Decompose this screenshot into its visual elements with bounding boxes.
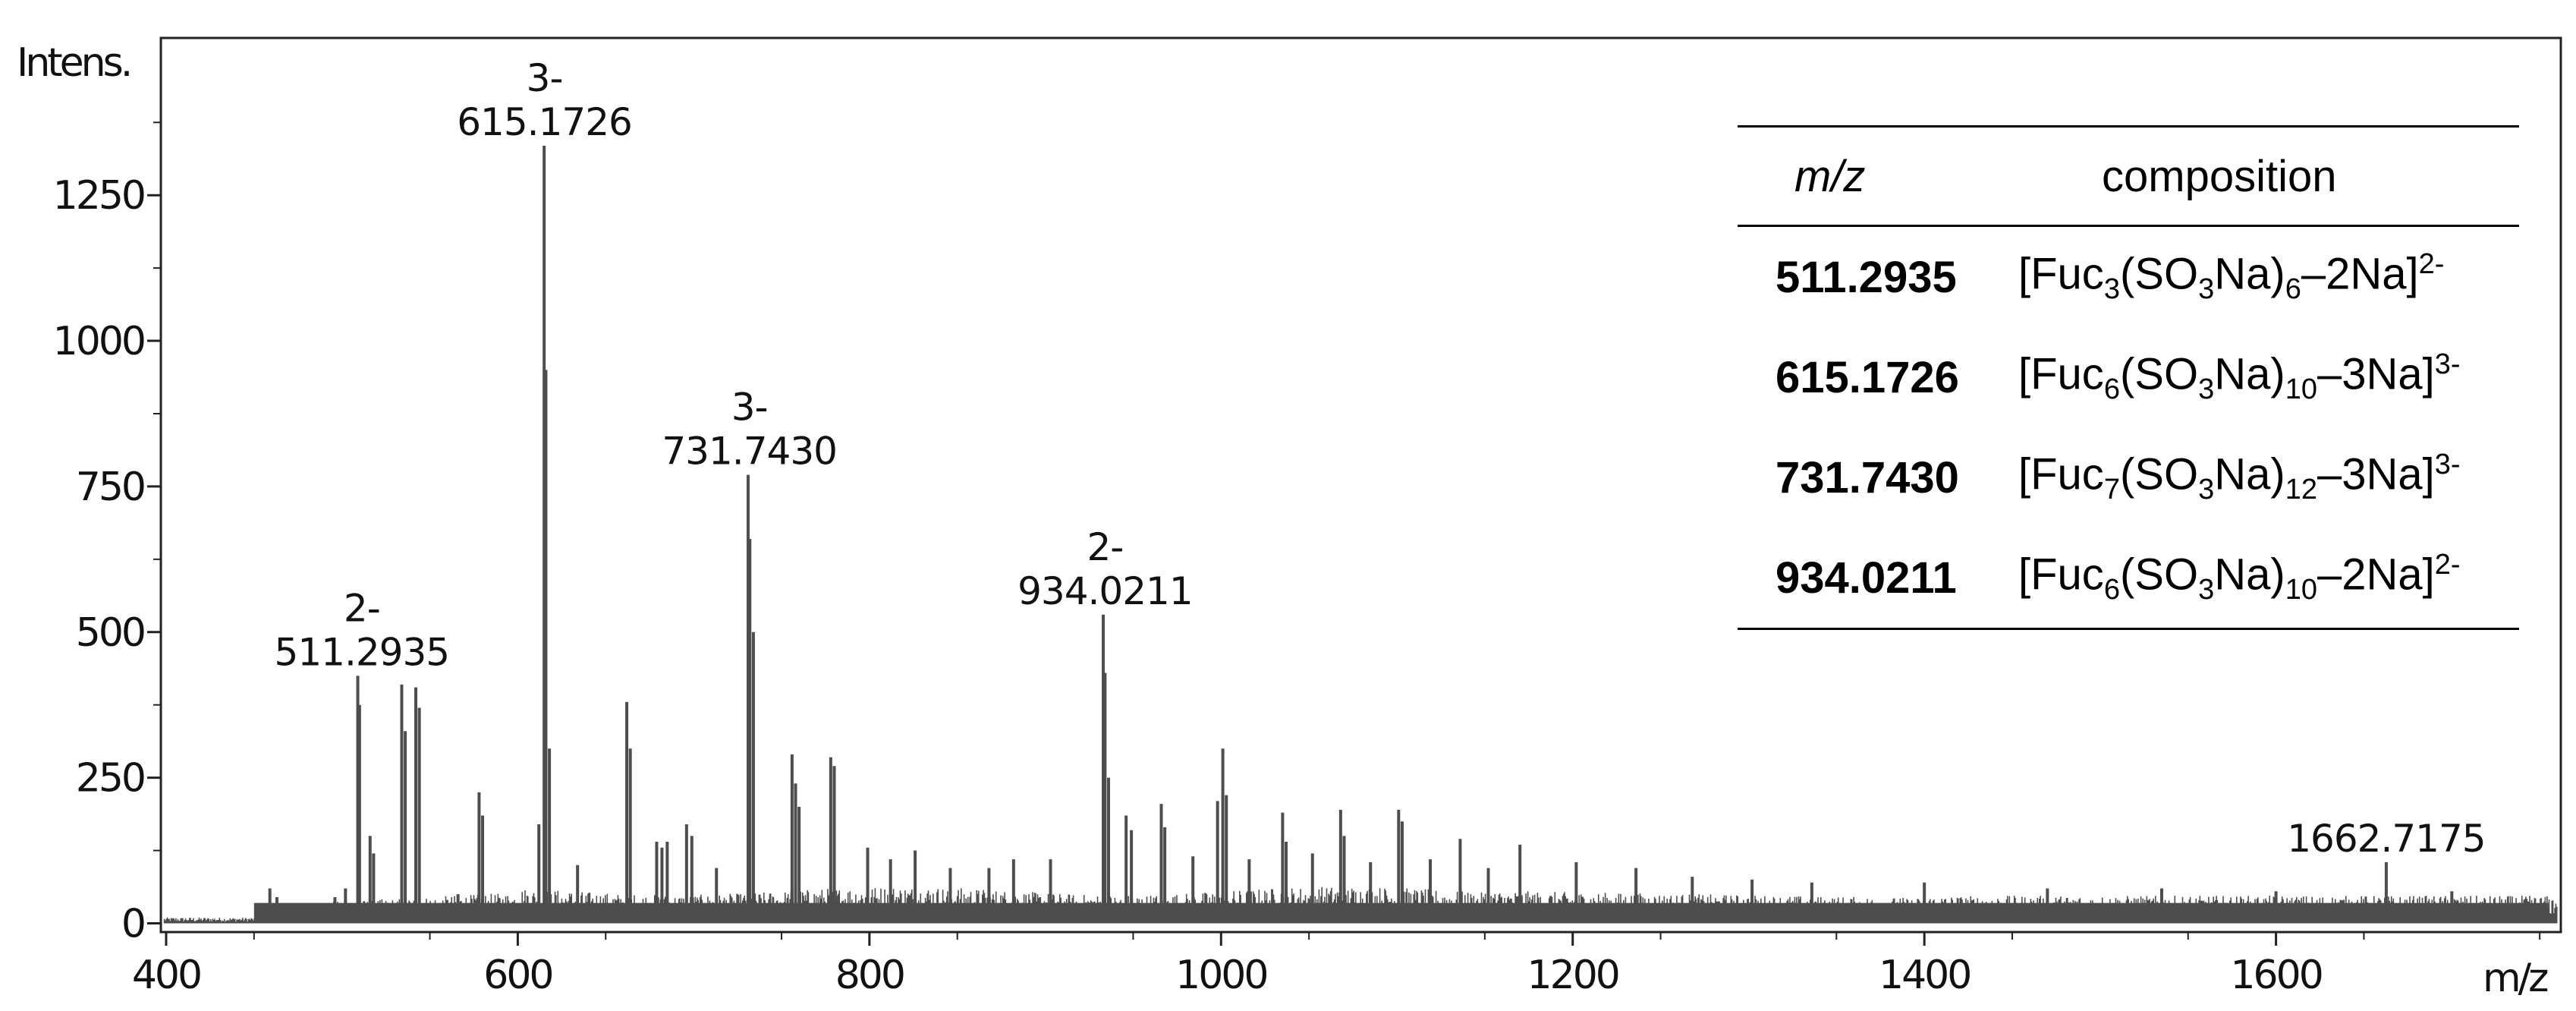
row-composition: [Fuc6(SO3Na)10–2Na]2- <box>2018 549 2461 606</box>
table-row: 934.0211 [Fuc6(SO3Na)10–2Na]2- <box>1738 528 2519 628</box>
row-composition: [Fuc3(SO3Na)6–2Na]2- <box>2018 248 2445 305</box>
peak-mz-label: 934.0211 <box>1018 569 1193 613</box>
row-mz: 934.0211 <box>1776 553 1957 603</box>
y-tick-label: 0 <box>121 901 144 946</box>
table-row: 731.7430 [Fuc7(SO3Na)12–3Na]3- <box>1738 427 2519 528</box>
x-axis-title: m/z <box>2483 956 2548 1001</box>
peak-charge-label: 3- <box>527 56 563 100</box>
peak-mz-label: 615.1726 <box>457 100 632 144</box>
x-tick-label: 1400 <box>1879 953 1970 998</box>
x-tick-label: 400 <box>132 953 200 998</box>
spectrum-peaks <box>268 145 2454 924</box>
plot-frame <box>159 36 2562 934</box>
y-tick-label: 500 <box>76 610 144 656</box>
table-header-rule <box>1738 225 2519 227</box>
y-axis-title: Intens. <box>17 40 130 86</box>
row-composition: [Fuc7(SO3Na)12–3Na]3- <box>2018 449 2461 506</box>
y-axis: 0 250 500 750 1000 1250 <box>53 121 161 946</box>
x-tick-label: 800 <box>835 953 904 998</box>
row-mz: 731.7430 <box>1776 452 1959 502</box>
table-row: 511.2935 [Fuc3(SO3Na)6–2Na]2- <box>1738 227 2519 327</box>
table-header-row: m/z composition <box>1738 128 2519 225</box>
peak-charge-label: 2- <box>1087 525 1123 569</box>
header-composition: composition <box>2102 151 2337 201</box>
y-tick-label: 250 <box>76 756 144 802</box>
y-tick-label: 1250 <box>53 173 144 219</box>
y-tick-label: 1000 <box>53 319 144 364</box>
x-tick-label: 600 <box>483 953 552 998</box>
x-axis: 400 600 800 1000 1200 1400 1600 <box>132 932 2541 998</box>
peak-mz-label: 511.2935 <box>275 630 450 674</box>
peak-mz-label: 731.7430 <box>662 430 837 474</box>
x-tick-label: 1600 <box>2230 953 2321 998</box>
x-tick-label: 1200 <box>1527 953 1618 998</box>
row-mz: 615.1726 <box>1776 352 1959 402</box>
x-tick-label: 1000 <box>1175 953 1266 998</box>
composition-table: m/z composition 511.2935 [Fuc3(SO3Na)6–2N… <box>1738 125 2519 630</box>
table-bottom-rule <box>1738 628 2519 630</box>
baseline-noise <box>163 887 2558 924</box>
peak-mz-label: 1662.7175 <box>2287 817 2485 861</box>
table-body: 511.2935 [Fuc3(SO3Na)6–2Na]2- 615.1726 [Fuc… <box>1738 227 2519 628</box>
peak-charge-label: 2- <box>344 586 380 630</box>
table-top-rule <box>1738 125 2519 128</box>
header-mz: m/z <box>1794 151 1866 201</box>
row-composition: [Fuc6(SO3Na)10–3Na]3- <box>2018 348 2461 405</box>
y-tick-label: 750 <box>76 465 144 510</box>
row-mz: 511.2935 <box>1776 252 1957 302</box>
peak-charge-label: 3- <box>731 386 768 430</box>
table-row: 615.1726 [Fuc6(SO3Na)10–3Na]3- <box>1738 327 2519 427</box>
